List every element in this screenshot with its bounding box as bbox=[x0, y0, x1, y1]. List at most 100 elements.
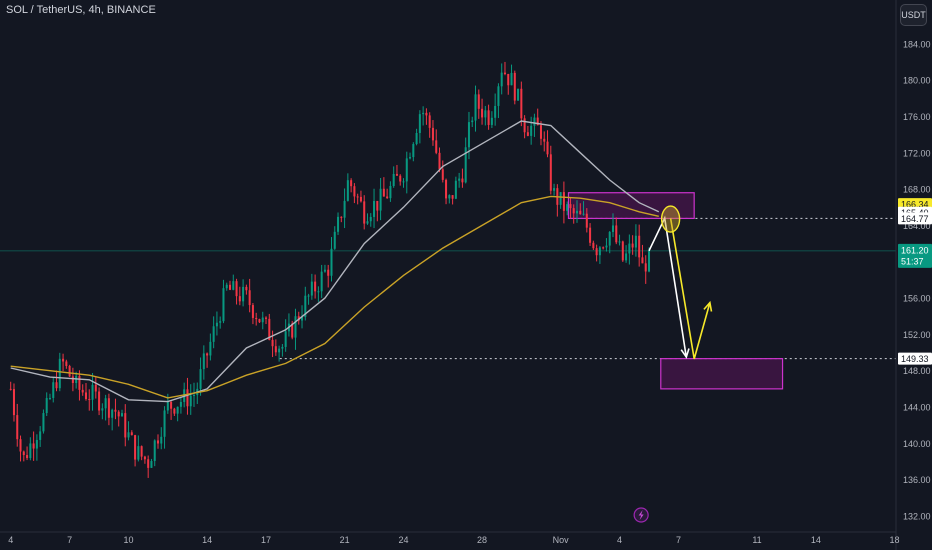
candle-body bbox=[281, 346, 284, 349]
candle-body bbox=[366, 221, 369, 224]
candle-body bbox=[464, 147, 467, 183]
candle-body bbox=[611, 225, 615, 232]
candle-body bbox=[497, 86, 500, 106]
price-label-tag: 149.33 bbox=[898, 352, 932, 365]
candle-body bbox=[156, 440, 160, 444]
candle-body bbox=[474, 94, 477, 121]
candle-body bbox=[134, 435, 137, 460]
x-tick-label: 7 bbox=[67, 535, 72, 545]
candle-body bbox=[163, 410, 166, 437]
candle-body bbox=[235, 281, 238, 297]
candle-body bbox=[359, 196, 362, 202]
candle-body bbox=[291, 323, 294, 338]
candle-body bbox=[379, 188, 382, 211]
price-label-value: 161.20 bbox=[901, 245, 929, 255]
x-tick-label: 18 bbox=[889, 535, 899, 545]
candle-body bbox=[265, 317, 268, 319]
candle-body bbox=[222, 288, 225, 322]
candle-body bbox=[605, 245, 608, 248]
candle-body bbox=[160, 436, 163, 444]
candle-body bbox=[543, 138, 546, 142]
projection-arrow-white bbox=[648, 215, 690, 359]
candle-body bbox=[78, 375, 81, 390]
candles-group bbox=[9, 61, 651, 478]
candle-body bbox=[507, 73, 510, 86]
candle-body bbox=[598, 247, 601, 256]
y-tick-label: 164.00 bbox=[903, 221, 931, 231]
candle-body bbox=[490, 117, 493, 125]
candle-body bbox=[376, 200, 379, 211]
candle-body bbox=[353, 186, 356, 197]
candle-body bbox=[641, 257, 644, 264]
candle-body bbox=[26, 455, 29, 459]
candle-body bbox=[32, 443, 35, 449]
symbol-header: SOL / TetherUS, 4h, BINANCE bbox=[6, 4, 156, 16]
candle-body bbox=[559, 192, 562, 205]
candle-body bbox=[477, 94, 480, 109]
candle-body bbox=[202, 353, 205, 370]
candle-body bbox=[228, 284, 232, 290]
candle-body bbox=[258, 319, 261, 323]
x-tick-label: Nov bbox=[553, 535, 570, 545]
x-tick-label: 14 bbox=[811, 535, 821, 545]
candle-body bbox=[274, 346, 277, 353]
candle-body bbox=[500, 72, 503, 87]
price-label-countdown: 51:37 bbox=[901, 256, 924, 266]
candle-body bbox=[428, 115, 431, 128]
candle-body bbox=[533, 117, 536, 126]
candle-body bbox=[647, 250, 651, 272]
x-tick-label: 10 bbox=[124, 535, 134, 545]
candle-body bbox=[104, 398, 107, 409]
projection-arrow-yellow-head bbox=[703, 300, 713, 312]
candle-body bbox=[503, 72, 506, 74]
candle-body bbox=[392, 173, 395, 187]
candle-body bbox=[39, 431, 42, 440]
x-tick-label: 17 bbox=[261, 535, 271, 545]
candle-body bbox=[225, 284, 228, 289]
candle-body bbox=[448, 195, 451, 199]
y-tick-label: 156.00 bbox=[903, 294, 931, 304]
candle-body bbox=[343, 200, 346, 218]
candle-body bbox=[127, 432, 130, 438]
candle-body bbox=[29, 443, 32, 459]
candle-body bbox=[35, 439, 38, 449]
price-label-value: 166.34 bbox=[901, 200, 929, 210]
candle-body bbox=[22, 451, 25, 456]
target-marker-circle bbox=[660, 205, 681, 233]
candle-body bbox=[107, 398, 110, 418]
candle-body bbox=[140, 446, 143, 457]
candle-body bbox=[271, 339, 274, 347]
currency-unit-button[interactable]: USDT bbox=[900, 4, 927, 26]
candle-body bbox=[484, 110, 487, 118]
y-tick-label: 152.00 bbox=[903, 330, 931, 340]
candle-body bbox=[45, 398, 48, 414]
candle-body bbox=[395, 173, 398, 176]
candle-body bbox=[215, 322, 218, 327]
candle-body bbox=[546, 141, 549, 155]
candle-body bbox=[255, 317, 258, 320]
x-tick-label: 11 bbox=[752, 535, 761, 545]
candle-body bbox=[625, 253, 628, 261]
candle-body bbox=[52, 382, 55, 398]
price-label-box bbox=[898, 212, 932, 225]
candle-body bbox=[369, 216, 372, 222]
candle-body bbox=[513, 72, 516, 101]
candle-body bbox=[238, 296, 241, 302]
candle-body bbox=[71, 376, 74, 383]
candle-body bbox=[608, 231, 611, 246]
candle-body bbox=[389, 186, 392, 199]
candle-body bbox=[340, 216, 343, 218]
y-tick-label: 176.00 bbox=[903, 112, 931, 122]
candle-body bbox=[520, 88, 523, 119]
candle-body bbox=[592, 242, 595, 249]
candle-body bbox=[101, 408, 104, 411]
x-tick-label: 24 bbox=[398, 535, 408, 545]
candle-body bbox=[186, 389, 189, 407]
candle-body bbox=[58, 358, 61, 389]
candle-body bbox=[143, 456, 146, 460]
candle-body bbox=[261, 317, 264, 323]
candle-body bbox=[98, 391, 101, 411]
candle-body bbox=[602, 247, 605, 249]
